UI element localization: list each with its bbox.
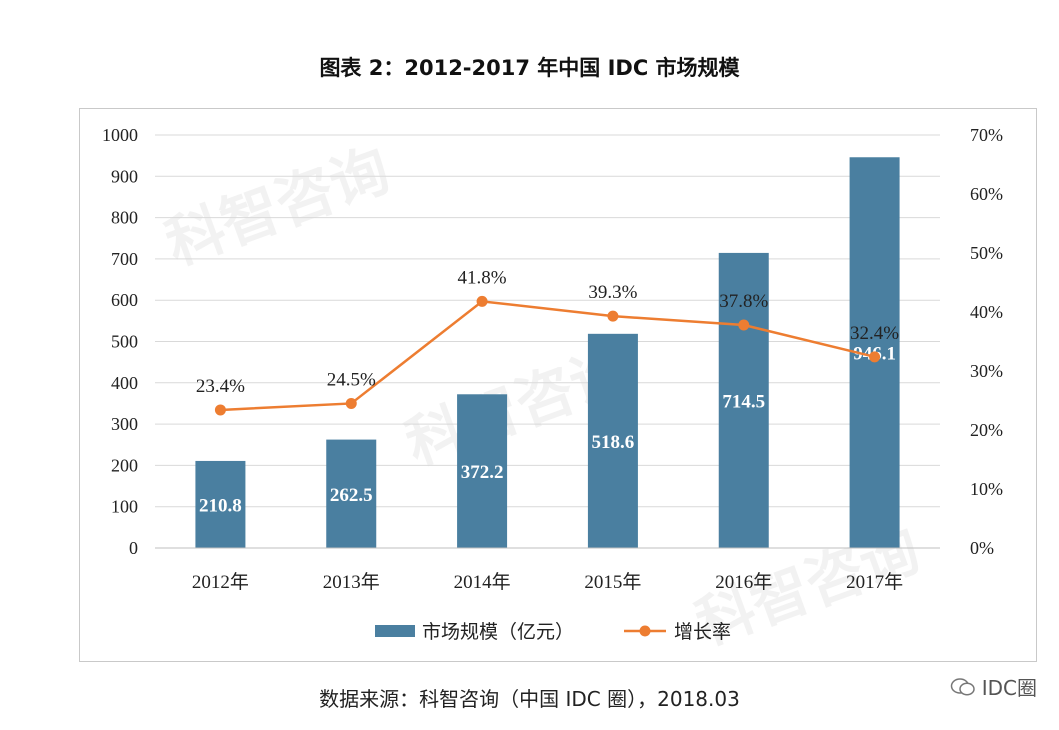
y-right-tick-label: 40%	[970, 302, 1003, 322]
bar	[587, 333, 638, 548]
legend-label-bar: 市场规模（亿元）	[422, 621, 574, 643]
x-axis: 2012年 2013年 2014年 2015年 2016年 2017年	[155, 547, 940, 593]
y-left-tick-label: 500	[111, 332, 138, 352]
y-right-tick-label: 0%	[970, 538, 994, 558]
line-point	[345, 397, 357, 409]
y-left-tick-label: 800	[111, 208, 138, 228]
x-tick-label: 2013年	[323, 571, 380, 593]
line-data-label: 39.3%	[588, 282, 637, 303]
grid-lines	[155, 134, 940, 549]
bar-data-label: 714.5	[722, 391, 765, 412]
line-data-label: 32.4%	[850, 323, 899, 344]
source-note: 数据来源：科智咨询（中国 IDC 圈），2018.03	[319, 687, 740, 711]
bar	[195, 460, 246, 548]
y-left-tick-label: 900	[111, 166, 138, 186]
y-left-tick-label: 200	[111, 455, 138, 475]
line-data-label: 41.8%	[458, 267, 507, 288]
y-right-tick-label: 20%	[970, 420, 1003, 440]
x-tick-label: 2017年	[846, 571, 903, 593]
growth-line	[220, 300, 875, 412]
line-point	[214, 404, 226, 416]
y-left-tick-label: 600	[111, 290, 138, 310]
bar	[326, 439, 377, 548]
line-point	[738, 319, 750, 331]
line-point	[476, 295, 488, 307]
y-right-tick-label: 60%	[970, 184, 1003, 204]
bar	[457, 394, 508, 548]
line-point	[869, 351, 881, 363]
legend-swatch-bar	[375, 625, 415, 637]
line-data-label: 23.4%	[196, 376, 245, 397]
y-left-tick-label: 400	[111, 373, 138, 393]
chart-title: 图表 2：2012-2017 年中国 IDC 市场规模	[319, 56, 740, 80]
y-left-tick-label: 0	[129, 538, 138, 558]
brand-text: IDC圈	[981, 676, 1037, 700]
y-right-tick-label: 50%	[970, 243, 1003, 263]
chat-bubble-icon	[950, 677, 975, 696]
x-tick-label: 2015年	[584, 571, 641, 593]
y-left-tick-label: 300	[111, 414, 138, 434]
brand-mark: IDC圈	[950, 672, 1037, 701]
x-tick-label: 2012年	[192, 571, 249, 593]
y-axis-left: 0 100 200 300 400 500 600 700 800 900 1000	[102, 125, 138, 558]
chart-frame	[79, 108, 1037, 662]
y-left-tick-label: 100	[111, 497, 138, 517]
x-tick-label: 2014年	[454, 571, 511, 593]
bar	[718, 252, 769, 548]
y-right-tick-label: 10%	[970, 479, 1003, 499]
bar-data-label: 262.5	[330, 485, 373, 506]
y-axis-right: 0% 10% 20% 30% 40% 50% 60% 70%	[970, 125, 1003, 558]
bar-data-label: 210.8	[199, 495, 242, 516]
x-tick-label: 2016年	[715, 571, 772, 593]
bar-data-label: 372.2	[461, 462, 504, 483]
bar-data-label: 518.6	[592, 432, 635, 453]
y-right-tick-label: 30%	[970, 361, 1003, 381]
y-right-tick-label: 70%	[970, 125, 1003, 145]
y-left-tick-label: 700	[111, 249, 138, 269]
legend-label-line: 增长率	[674, 621, 731, 643]
line-series: 23.4% 24.5% 41.8% 39.3% 37.8% 32.4%	[196, 267, 899, 416]
legend-marker	[639, 625, 651, 637]
line-data-label: 24.5%	[327, 369, 376, 390]
line-data-label: 37.8%	[719, 291, 768, 312]
y-left-tick-label: 1000	[102, 125, 138, 145]
line-point	[607, 310, 619, 322]
legend: 市场规模（亿元） 增长率	[375, 621, 731, 643]
